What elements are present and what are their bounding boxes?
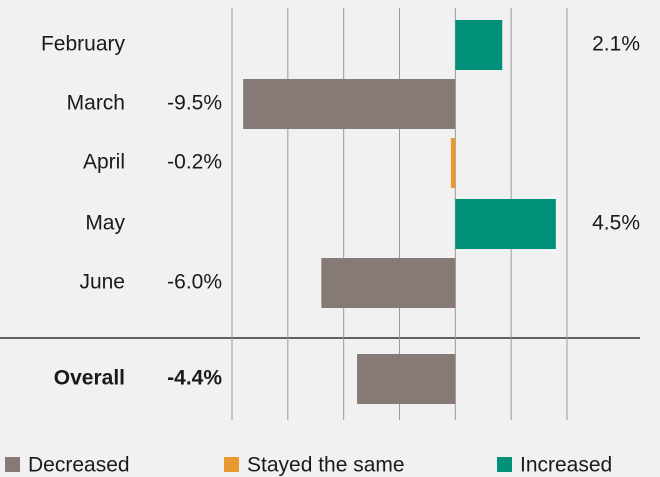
value-label: -4.4%: [167, 367, 222, 390]
legend-swatch: [5, 457, 20, 472]
value-label: -9.5%: [167, 92, 222, 115]
category-label: Overall: [54, 367, 125, 390]
legend-swatch: [224, 457, 239, 472]
legend-label: Decreased: [28, 454, 130, 477]
bar: [455, 20, 503, 70]
legend-label: Stayed the same: [247, 454, 405, 477]
bar: [455, 199, 556, 249]
value-label: -0.2%: [167, 151, 222, 174]
legend-label: Increased: [520, 454, 612, 477]
category-label: June: [79, 271, 125, 294]
legend-swatch: [497, 457, 512, 472]
category-label: March: [67, 92, 125, 115]
category-label: May: [85, 212, 125, 235]
bar: [321, 258, 456, 308]
value-label: 2.1%: [592, 33, 640, 56]
bar: [450, 138, 456, 188]
category-label: February: [41, 33, 126, 56]
bar: [357, 354, 456, 404]
value-label: 4.5%: [592, 212, 640, 235]
value-label: -6.0%: [167, 271, 222, 294]
bar: [243, 79, 456, 129]
category-label: April: [83, 151, 125, 174]
